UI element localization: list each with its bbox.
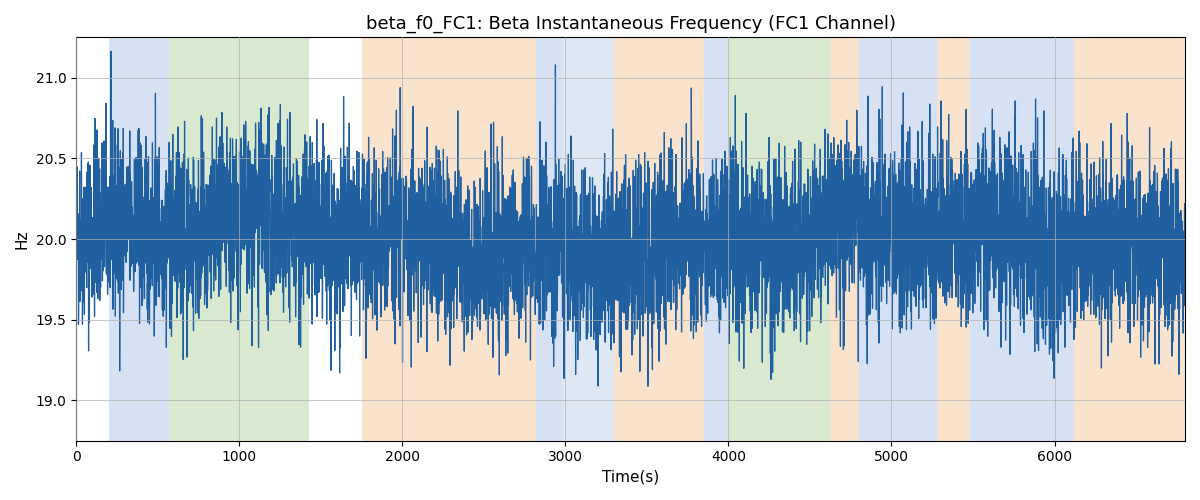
X-axis label: Time(s): Time(s) <box>602 470 659 485</box>
Title: beta_f0_FC1: Beta Instantaneous Frequency (FC1 Channel): beta_f0_FC1: Beta Instantaneous Frequenc… <box>366 15 895 34</box>
Bar <box>970 38 1074 440</box>
Bar <box>937 38 970 440</box>
Y-axis label: Hz: Hz <box>14 230 30 249</box>
Bar <box>704 38 728 440</box>
Bar <box>859 38 937 440</box>
Bar <box>169 38 310 440</box>
Bar <box>536 38 562 440</box>
Bar <box>562 38 614 440</box>
Bar <box>1074 38 1186 440</box>
Bar <box>728 38 829 440</box>
Bar <box>829 38 859 440</box>
Bar <box>361 38 536 440</box>
Bar <box>614 38 704 440</box>
Bar <box>109 38 169 440</box>
